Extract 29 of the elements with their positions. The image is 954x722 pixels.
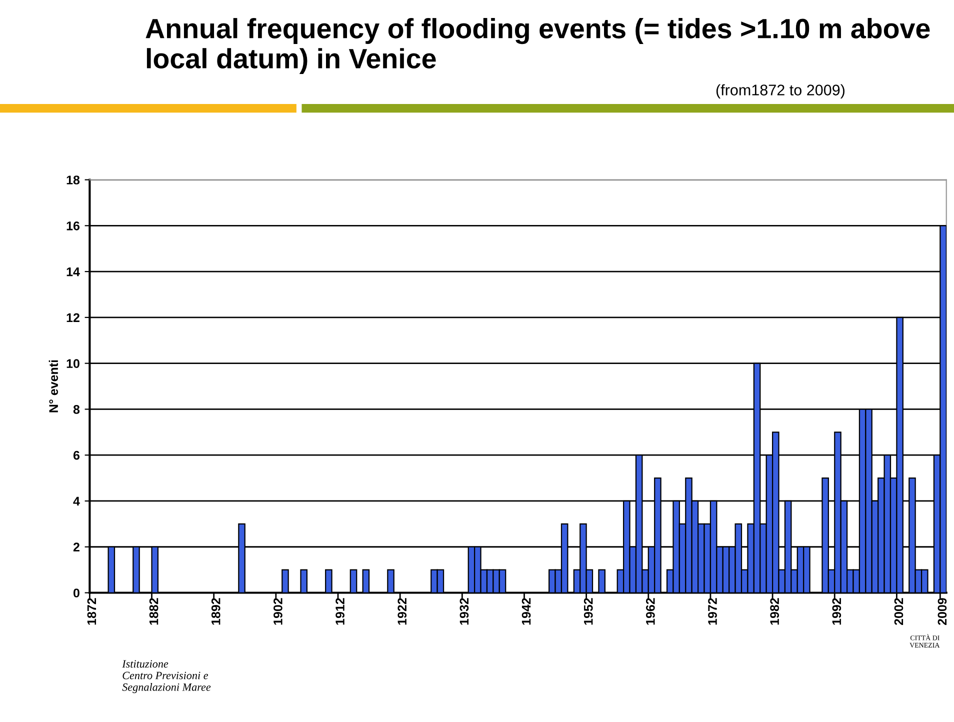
y-tick-label: 0 xyxy=(73,588,80,598)
y-tick-label: 14 xyxy=(66,267,80,276)
x-tick-label: 1882 xyxy=(149,598,158,625)
x-tick-label: 1982 xyxy=(770,598,780,625)
y-tick-label: 8 xyxy=(73,405,80,414)
text: Istituzione Centro Previsioni e Segnalazioni Maree xyxy=(122,660,211,694)
x-tick-label: 1972 xyxy=(708,598,717,625)
x-tick-label: 1912 xyxy=(336,598,344,625)
x-tick-label: 2009 xyxy=(938,598,947,625)
y-tick-label: 6 xyxy=(73,450,80,460)
x-tick-label: 1952 xyxy=(584,598,593,625)
chart-title: Annual frequency of flooding events (= tides >1.10 m above local datum) in Venice xyxy=(146,18,930,74)
x-tick-label: 1942 xyxy=(522,598,531,625)
y-tick-label: 2 xyxy=(73,542,80,552)
y-tick-label: 12 xyxy=(66,313,80,322)
x-tick-label: 1892 xyxy=(211,598,220,625)
y-tick-label: 16 xyxy=(66,221,80,230)
x-tick-label: 1932 xyxy=(460,598,469,625)
x-tick-label: 1922 xyxy=(398,598,407,625)
y-axis-title: N° eventi xyxy=(48,360,58,412)
x-tick-label: 2002 xyxy=(894,598,904,625)
x-tick-label: 1992 xyxy=(832,598,842,625)
chart-subtitle: (from1872 to 2009) xyxy=(716,84,844,98)
y-tick-label: 10 xyxy=(66,359,80,368)
y-tick-label: 18 xyxy=(66,176,80,184)
x-tick-label: 1902 xyxy=(274,598,282,625)
x-tick-label: 1962 xyxy=(646,598,655,625)
x-tick-label: 1872 xyxy=(87,598,96,625)
y-tick-label: 4 xyxy=(73,496,80,506)
